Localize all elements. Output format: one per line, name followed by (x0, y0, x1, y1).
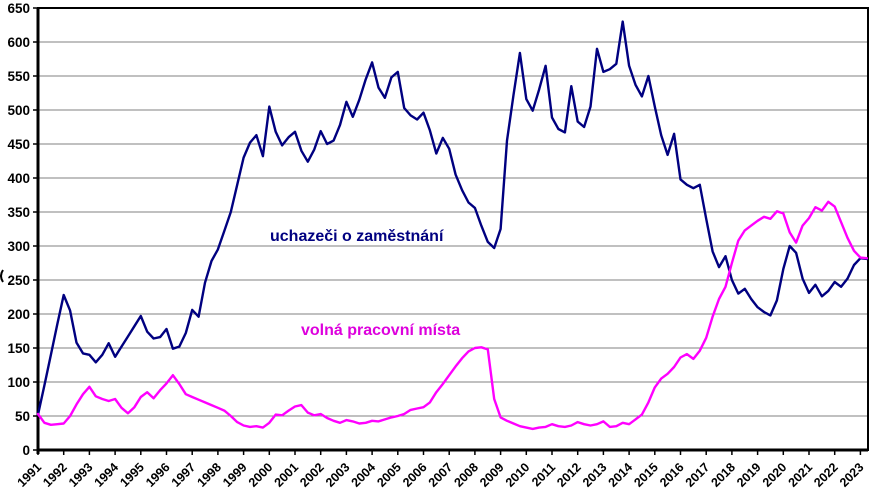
x-axis-label: 2000 (246, 460, 276, 490)
x-axis-label: 1994 (92, 460, 122, 490)
x-axis-label: 2009 (477, 460, 507, 490)
x-axis-label: 1997 (169, 460, 199, 490)
y-axis-label: 500 (7, 103, 30, 118)
x-axis-label: 1998 (194, 460, 224, 490)
series-line-vacancies (36, 200, 868, 431)
x-axis-label: 2010 (503, 460, 533, 490)
series-label-job-seekers: uchazeči o zaměstnání (270, 228, 444, 245)
y-axis-label: 300 (7, 239, 30, 254)
y-axis-label: 100 (7, 375, 30, 390)
x-axis-label: 2008 (451, 460, 481, 490)
x-axis-label: 1999 (220, 460, 250, 490)
x-axis-label: 2018 (708, 460, 738, 490)
y-axis-label: 600 (7, 35, 30, 50)
x-axis-label: 2014 (606, 460, 636, 490)
x-axis-label: 2005 (374, 460, 404, 490)
y-axis-label: 650 (7, 1, 30, 16)
plot-border (37, 7, 869, 451)
y-axis-label: 450 (7, 137, 30, 152)
x-axis-label: 2006 (400, 460, 430, 490)
x-axis-label: 2012 (554, 460, 584, 490)
y-axis-label: 350 (7, 205, 30, 220)
x-axis-label: 2020 (760, 460, 790, 490)
x-axis-label: 1996 (143, 460, 173, 490)
x-axis-label: 2002 (297, 460, 327, 490)
x-axis-label: 2007 (426, 460, 456, 490)
y-axis-label: 50 (15, 409, 30, 424)
x-axis-label: 2023 (837, 460, 867, 490)
y-axis-label: 200 (7, 307, 30, 322)
x-axis-label: 2017 (683, 460, 713, 490)
y-axis-label: 550 (7, 69, 30, 84)
cropped-axis-title-fragment (0, 269, 4, 283)
y-axis-label: 250 (7, 273, 30, 288)
y-axis-label: 400 (7, 171, 30, 186)
x-axis-label: 2022 (811, 460, 841, 490)
x-axis-label: 2016 (657, 460, 687, 490)
x-axis-label: 1991 (15, 460, 45, 490)
y-axis-label: 150 (7, 341, 30, 356)
x-axis-label: 2015 (631, 460, 661, 490)
x-axis-label: 1992 (40, 460, 70, 490)
x-axis-label: 2013 (580, 460, 610, 490)
series-label-vacancies: volná pracovní místa (301, 322, 461, 339)
series-line-job-seekers (36, 20, 868, 416)
x-axis-label: 2019 (734, 460, 764, 490)
x-axis-label: 1993 (66, 460, 96, 490)
y-axis-label: 0 (22, 443, 30, 458)
x-axis-label: 2011 (529, 460, 558, 489)
x-axis-label: 1995 (117, 460, 147, 490)
x-axis-label: 2001 (272, 460, 302, 490)
x-axis-label: 2003 (323, 460, 353, 490)
x-axis-label: 2004 (349, 460, 379, 490)
x-axis-label: 2021 (786, 460, 816, 490)
